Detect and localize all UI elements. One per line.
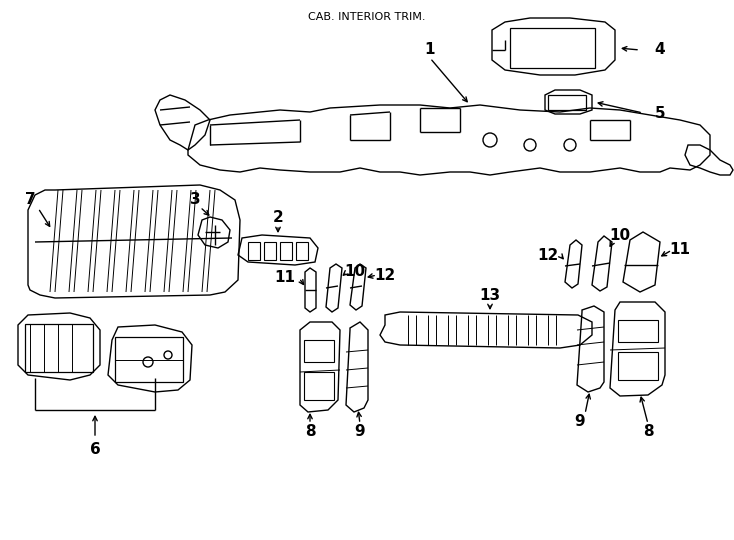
Bar [304, 340, 334, 362]
Bar [304, 372, 334, 400]
Text: 8: 8 [643, 424, 653, 440]
Bar [296, 242, 308, 260]
Text: 4: 4 [655, 43, 665, 57]
Text: 2: 2 [272, 211, 283, 226]
Bar [115, 337, 183, 382]
Bar [280, 242, 292, 260]
Text: 12: 12 [374, 267, 396, 282]
Text: 5: 5 [655, 105, 665, 120]
Bar [264, 242, 276, 260]
Bar [510, 28, 595, 68]
Text: CAB. INTERIOR TRIM.: CAB. INTERIOR TRIM. [308, 12, 426, 22]
Bar [618, 320, 658, 342]
Text: 8: 8 [305, 424, 316, 440]
Text: 10: 10 [609, 227, 631, 242]
Text: 9: 9 [355, 424, 366, 440]
Bar [248, 242, 260, 260]
Bar [548, 95, 586, 110]
Text: 13: 13 [479, 287, 501, 302]
Text: 1: 1 [425, 43, 435, 57]
Text: 3: 3 [189, 192, 200, 207]
Text: 6: 6 [90, 442, 101, 457]
Text: 7: 7 [25, 192, 35, 207]
Text: 12: 12 [537, 247, 559, 262]
Text: 11: 11 [275, 271, 296, 286]
Text: 9: 9 [575, 415, 585, 429]
Text: 11: 11 [669, 242, 691, 258]
Bar [25, 324, 93, 372]
Text: 10: 10 [344, 265, 366, 280]
Bar [618, 352, 658, 380]
